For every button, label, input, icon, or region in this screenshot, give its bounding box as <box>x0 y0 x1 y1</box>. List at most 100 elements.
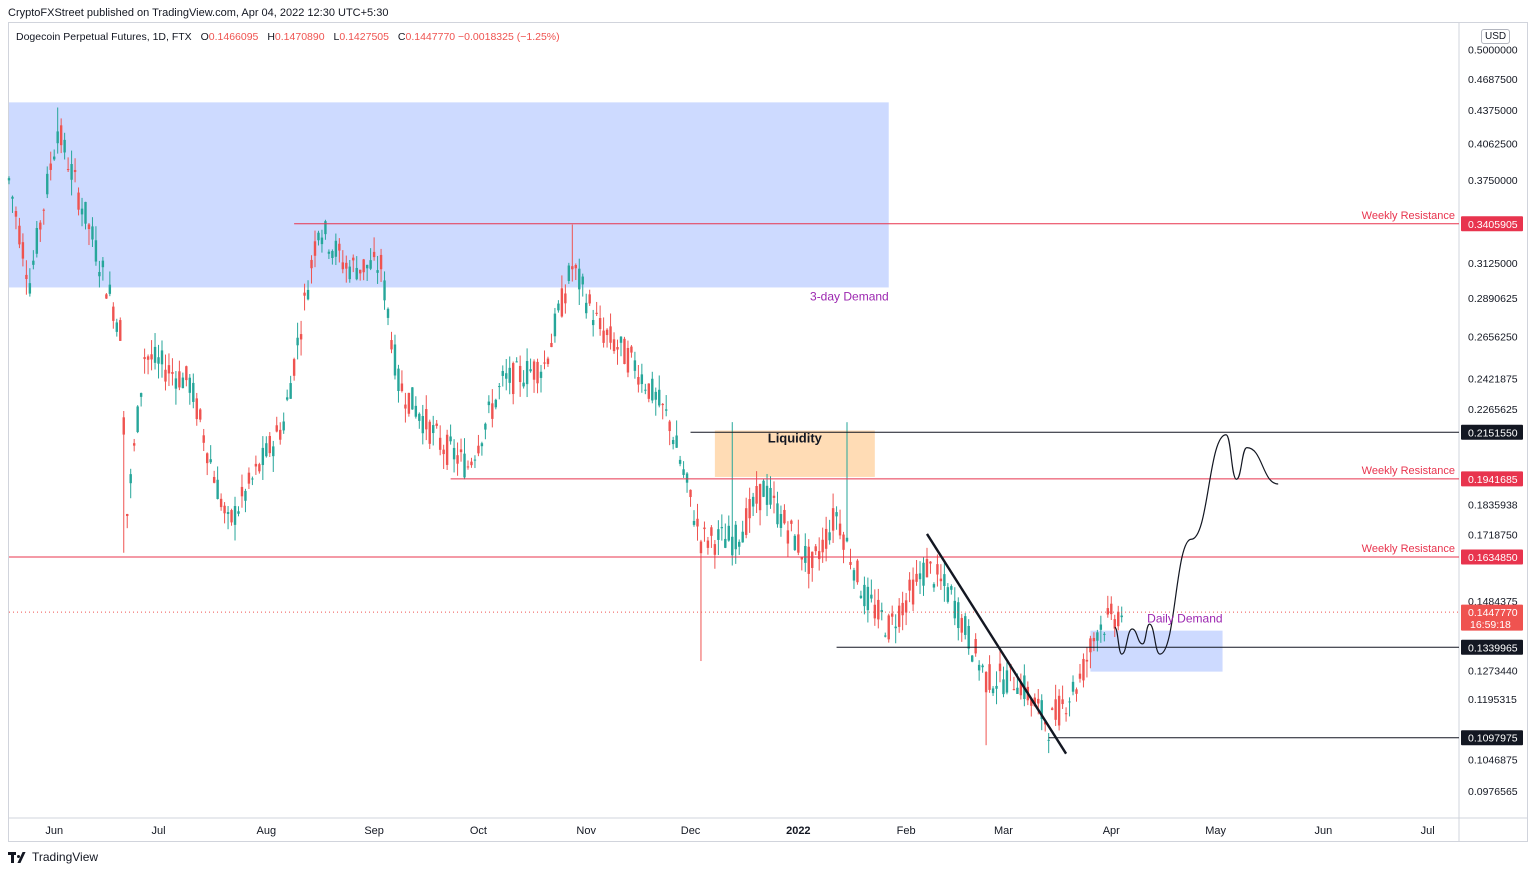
candle-body <box>1106 608 1110 615</box>
currency-button[interactable]: USD <box>1481 29 1511 44</box>
candle-body <box>1078 673 1082 679</box>
y-tick-label: 0.1046875 <box>1468 754 1518 766</box>
y-tick-label: 0.1273440 <box>1468 665 1518 677</box>
candle-body <box>484 423 487 430</box>
candle-body <box>960 617 963 633</box>
candle-body <box>331 251 334 258</box>
candle-body <box>379 254 383 270</box>
candle-body <box>1110 603 1113 615</box>
candle-body <box>873 604 877 619</box>
candles <box>7 107 1123 754</box>
candle-body <box>265 443 268 457</box>
price-label: 0.1097975 <box>1468 733 1518 745</box>
candle-body <box>887 615 890 640</box>
candle-body <box>452 447 456 460</box>
candle-body <box>101 260 105 268</box>
candle-body <box>268 435 271 454</box>
candle-body <box>734 524 737 550</box>
candle-body <box>411 387 414 410</box>
candle-body <box>821 539 824 553</box>
candle-body <box>11 196 14 199</box>
candle-body <box>908 579 911 591</box>
candle-body <box>119 320 122 341</box>
candle-body <box>991 688 995 694</box>
publisher-line: CryptoFXStreet published on TradingView.… <box>8 7 389 19</box>
candle-body <box>894 626 897 629</box>
candle-body <box>901 602 904 616</box>
candle-body <box>233 506 237 525</box>
candle-body <box>623 338 626 365</box>
price-label: 0.2151550 <box>1468 427 1518 439</box>
candle-body <box>511 363 515 395</box>
candle-body <box>317 232 320 241</box>
candle-body <box>664 409 668 411</box>
candle-body <box>1005 670 1009 693</box>
candle-body <box>929 561 932 564</box>
candle-body <box>918 573 922 580</box>
x-tick-label: Jul <box>151 825 165 837</box>
candle-body <box>94 240 98 262</box>
price-label-bg <box>1461 639 1523 655</box>
x-tick-label: May <box>1205 825 1226 837</box>
y-tick-label: 0.2421875 <box>1468 374 1518 386</box>
candle-body <box>1019 681 1023 696</box>
candle-body <box>508 367 511 383</box>
candle-body <box>713 544 717 555</box>
y-tick-label: 0.5000000 <box>1468 44 1518 56</box>
candle-body <box>1085 659 1089 662</box>
candle-body <box>1002 679 1005 695</box>
x-tick-label: Jun <box>1315 825 1333 837</box>
candle-body <box>678 459 682 464</box>
candle-body <box>1089 638 1092 653</box>
candle-body <box>303 292 306 296</box>
candle-body <box>80 208 84 215</box>
x-tick-label: Dec <box>681 825 701 837</box>
candle-body <box>77 192 80 210</box>
price-label: 0.1339965 <box>1468 642 1518 654</box>
candle-body <box>470 461 473 466</box>
candle-body <box>185 366 188 381</box>
candle-body <box>32 260 35 265</box>
candle-body <box>581 276 584 285</box>
candle-body <box>146 356 150 360</box>
candle-body <box>244 490 247 501</box>
close-label: C <box>397 31 406 43</box>
candle-body <box>491 403 494 419</box>
x-tick-label: Feb <box>897 825 916 837</box>
candle-body <box>786 530 790 544</box>
candle-body <box>199 409 202 420</box>
candle-body <box>859 595 863 599</box>
candle-body <box>115 322 118 332</box>
candle-body <box>515 361 518 363</box>
candle-body <box>1068 701 1071 703</box>
candle-body <box>459 449 463 453</box>
candle-body <box>421 416 424 434</box>
symbol-name: Dogecoin Perpetual Futures, 1D, FTX <box>16 31 192 43</box>
candle-body <box>626 347 630 373</box>
low-value: 0.1427505 <box>339 31 389 43</box>
candle-body <box>390 340 393 350</box>
candle-body <box>1064 713 1068 715</box>
candle-body <box>1044 722 1047 725</box>
candle-body <box>772 495 776 498</box>
candle-body <box>793 535 797 550</box>
candle-body <box>181 377 185 389</box>
candle-body <box>640 374 644 385</box>
candle-body <box>105 294 108 299</box>
candle-body <box>1096 632 1099 641</box>
candle-body <box>974 638 977 654</box>
candle-body <box>352 257 355 261</box>
x-tick-label: Nov <box>576 825 596 837</box>
candle-body <box>1103 633 1106 635</box>
candle-body <box>710 527 713 536</box>
candle-body <box>696 518 699 527</box>
candle-body <box>703 527 706 530</box>
price-label: 0.1941685 <box>1468 474 1518 486</box>
candle-body <box>884 635 887 637</box>
candle-body <box>557 303 560 311</box>
candle-body <box>616 347 619 350</box>
candle-body <box>292 359 296 376</box>
candle-body <box>1012 689 1016 691</box>
candle-body <box>1016 687 1019 694</box>
